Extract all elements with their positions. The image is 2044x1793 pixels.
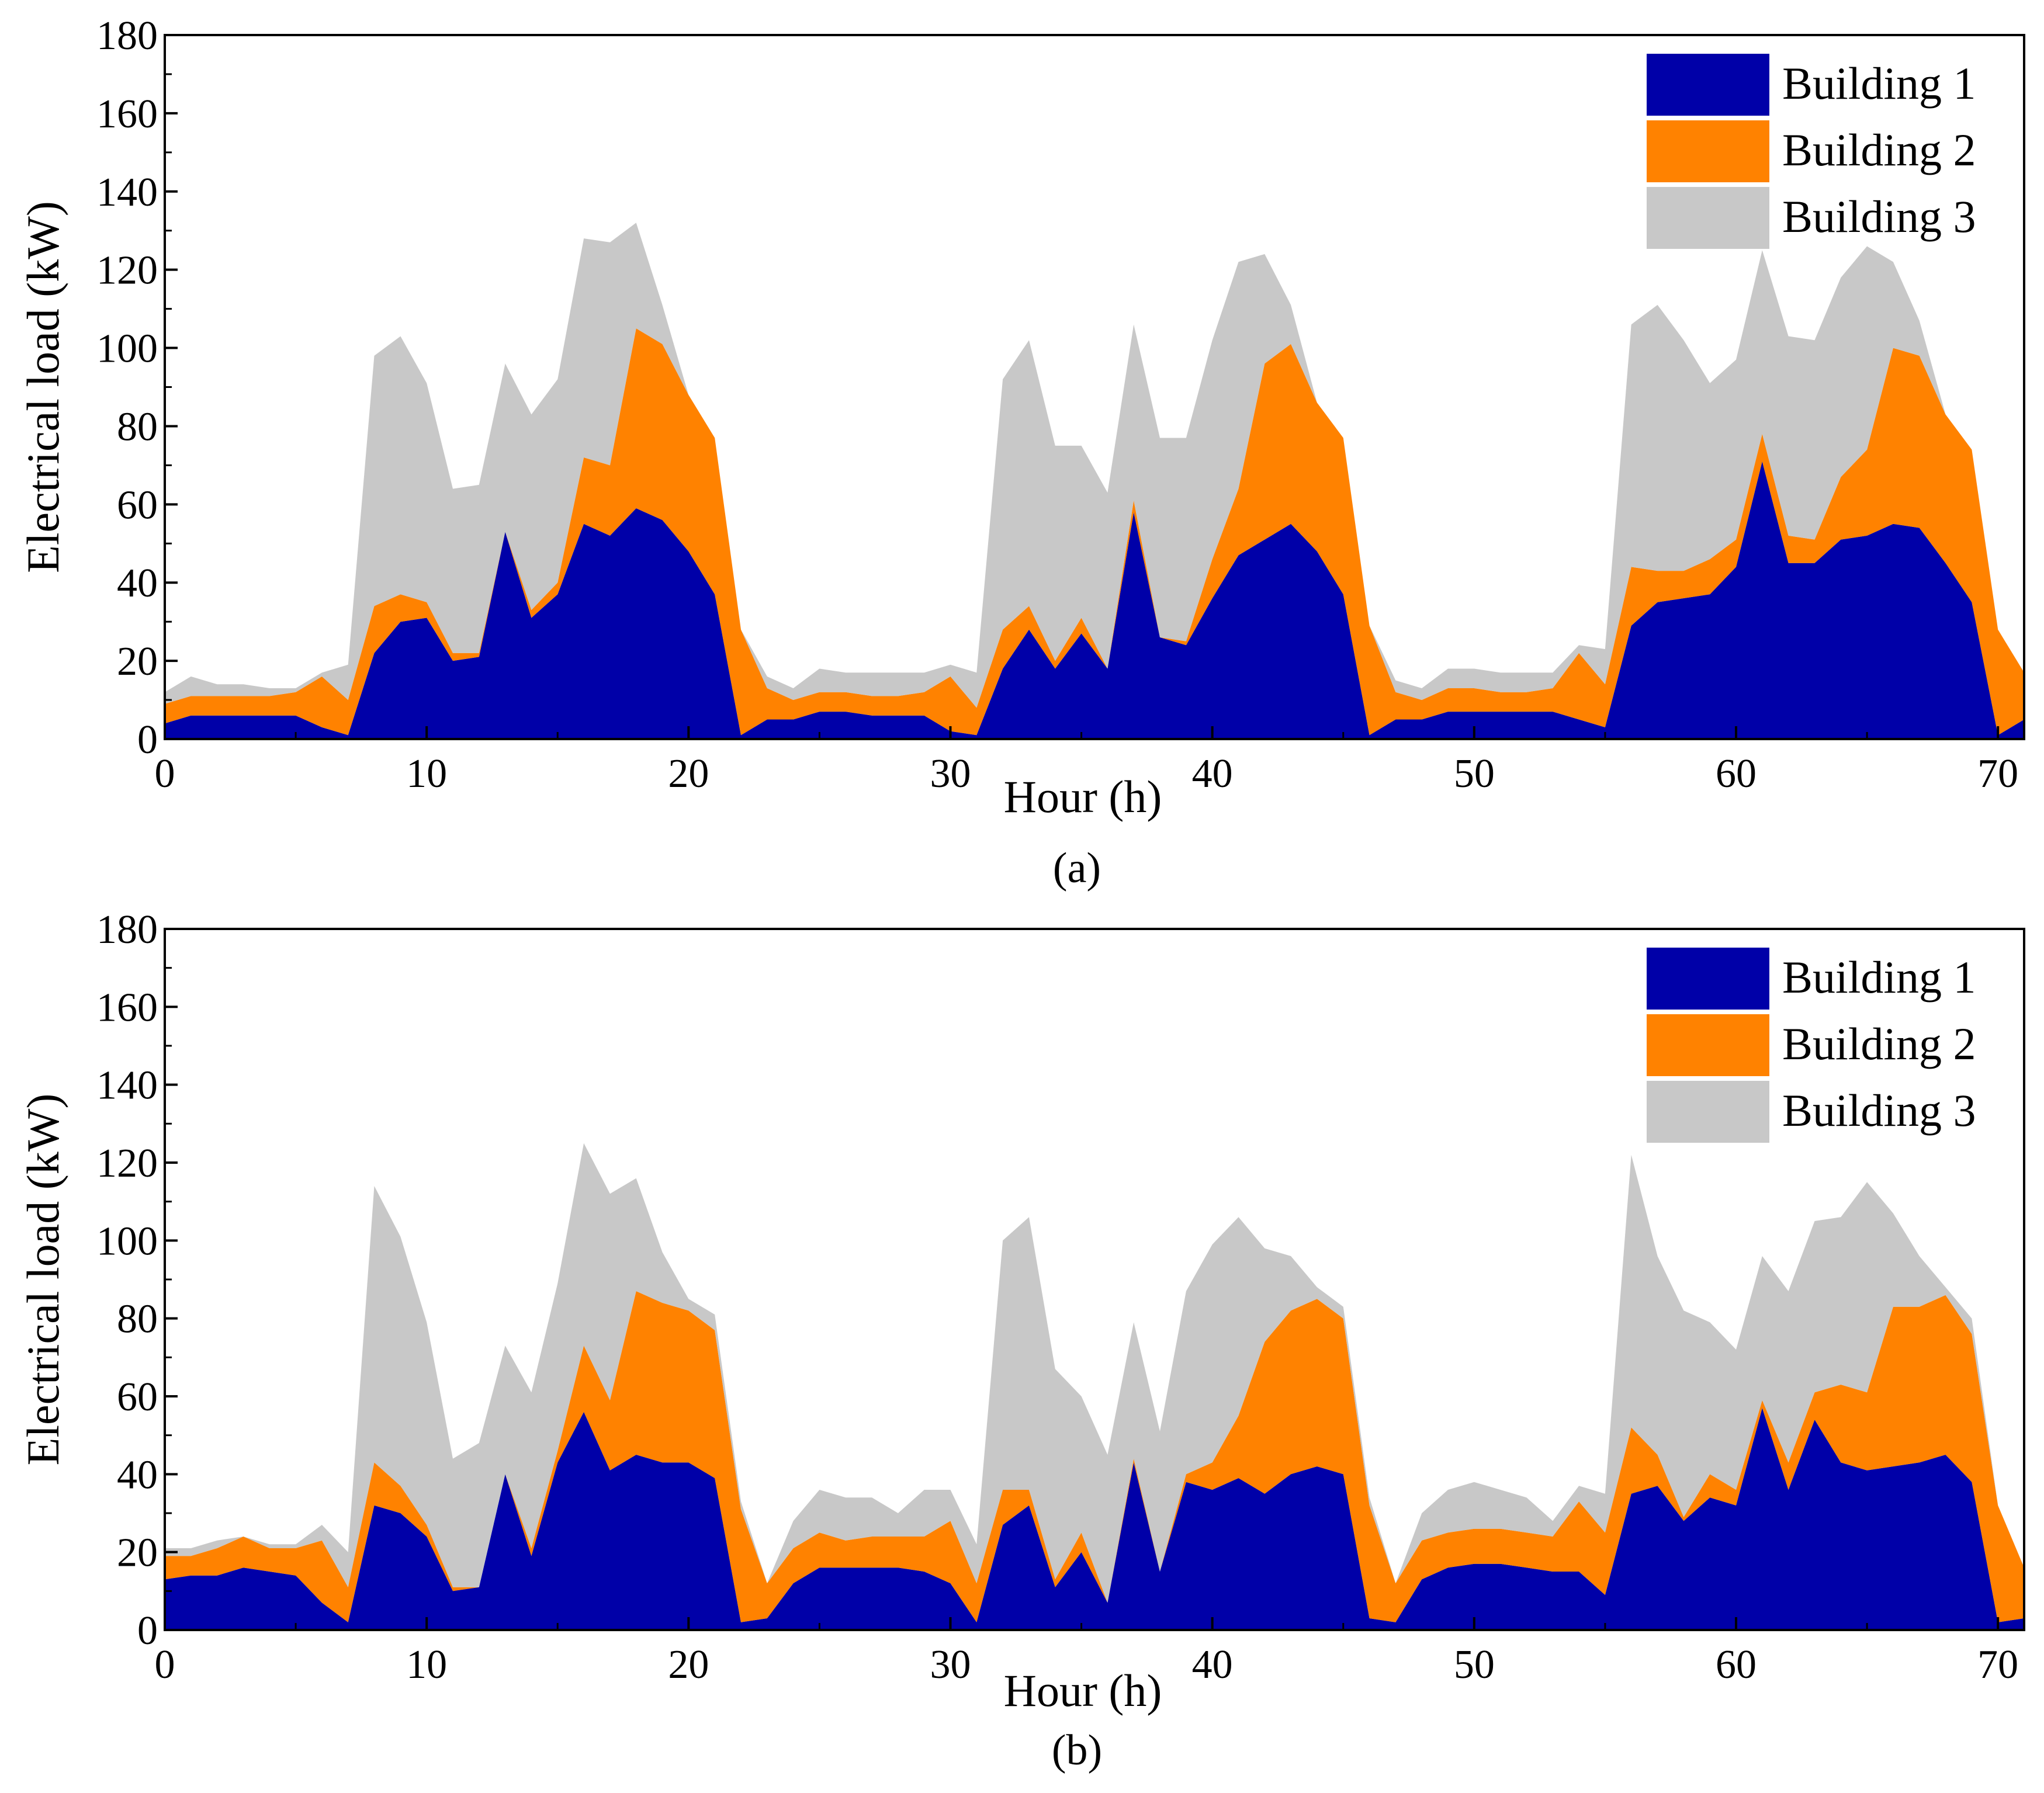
panel-caption-a: (a): [1053, 844, 1101, 892]
x-axis-label: Hour (h): [1004, 771, 1162, 822]
y-axis-label: Electrical load (kW): [18, 201, 68, 573]
area-series-building-1: [165, 1408, 2024, 1630]
x-tick-label: 0: [155, 1642, 175, 1687]
legend: Building 1 Building 2 Building 3: [1647, 948, 1976, 1143]
y-tick-label: 80: [117, 1297, 158, 1342]
legend-swatch-building-1: [1647, 54, 1769, 116]
legend-label-building-1: Building 1: [1782, 58, 1976, 109]
area-series-building-1: [165, 461, 2024, 739]
x-tick-label: 60: [1716, 1642, 1757, 1687]
y-tick-label: 100: [96, 327, 158, 372]
y-tick-label: 60: [117, 483, 158, 528]
legend-label-building-3: Building 3: [1782, 1085, 1976, 1136]
area-series-building-3: [165, 223, 2024, 708]
x-axis-label: Hour (h): [1004, 1665, 1162, 1716]
legend-label-building-2: Building 2: [1782, 1018, 1976, 1069]
y-tick-label: 20: [117, 1531, 158, 1576]
y-tick-label: 40: [117, 561, 158, 606]
y-tick-label: 0: [137, 1608, 158, 1653]
y-tick-label: 120: [96, 248, 158, 293]
x-tick-label: 50: [1454, 1642, 1495, 1687]
chart-panel-a: 0 20 40 60 80 100 120 140 160 180 0 10 20 30 40 50 60 70 H…: [18, 13, 2025, 892]
y-axis-label: Electrical load (kW): [18, 1094, 68, 1466]
chart-panel-b: 0 20 40 60 80 100 120 140 160 180 0 10 20 30 40 50 60 70 H…: [18, 907, 2025, 1774]
x-tick-label: 50: [1454, 751, 1495, 796]
y-tick-label: 0: [137, 717, 158, 762]
x-tick-label: 40: [1192, 1642, 1233, 1687]
x-tick-label: 30: [930, 1642, 971, 1687]
y-tick-label: 140: [96, 1063, 158, 1108]
area-series-building-2: [165, 1291, 2024, 1622]
y-tick-label: 100: [96, 1219, 158, 1264]
x-tick-label: 10: [406, 751, 447, 796]
legend-label-building-2: Building 2: [1782, 124, 1976, 175]
y-tick-label: 120: [96, 1141, 158, 1186]
area-series-building-2: [165, 328, 2024, 736]
legend-label-building-1: Building 1: [1782, 952, 1976, 1003]
y-tick-label: 140: [96, 170, 158, 215]
y-tick-label: 160: [96, 985, 158, 1030]
y-tick-label: 60: [117, 1375, 158, 1420]
legend-swatch-building-3: [1647, 1081, 1769, 1143]
panel-caption-b: (b): [1052, 1726, 1102, 1774]
x-tick-label: 20: [668, 751, 709, 796]
legend-swatch-building-3: [1647, 187, 1769, 249]
y-tick-label: 80: [117, 404, 158, 449]
x-tick-label: 20: [668, 1642, 709, 1687]
y-tick-label: 160: [96, 92, 158, 137]
x-tick-label: 70: [1977, 1642, 2018, 1687]
x-tick-label: 0: [155, 751, 175, 796]
y-tick-label: 20: [117, 639, 158, 684]
y-tick-label: 180: [96, 13, 158, 58]
x-tick-label: 60: [1716, 751, 1757, 796]
x-tick-label: 30: [930, 751, 971, 796]
y-tick-label: 40: [117, 1452, 158, 1497]
legend-swatch-building-2: [1647, 120, 1769, 182]
x-tick-label: 70: [1977, 751, 2018, 796]
legend-label-building-3: Building 3: [1782, 191, 1976, 242]
x-tick-label: 40: [1192, 751, 1233, 796]
legend-swatch-building-1: [1647, 948, 1769, 1010]
legend-swatch-building-2: [1647, 1014, 1769, 1076]
y-tick-label: 180: [96, 907, 158, 952]
x-tick-label: 10: [406, 1642, 447, 1687]
legend: Building 1 Building 2 Building 3: [1647, 54, 1976, 249]
area-series-building-3: [165, 1143, 2024, 1603]
